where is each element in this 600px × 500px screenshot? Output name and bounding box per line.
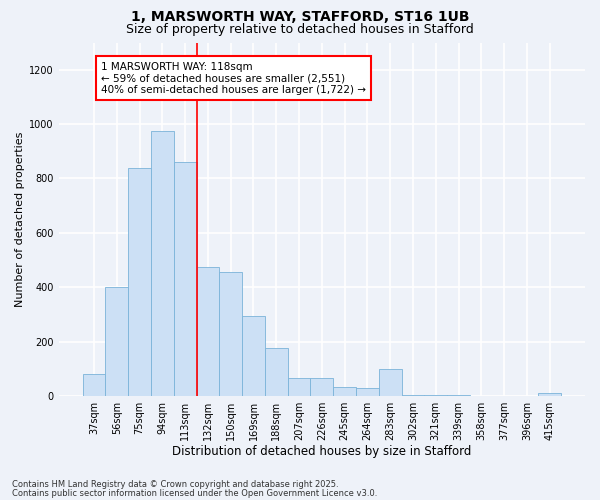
Bar	[197, 267, 219, 396]
Bar	[174, 162, 197, 396]
Y-axis label: Number of detached properties: Number of detached properties	[15, 132, 25, 307]
Bar	[538, 394, 561, 396]
Bar	[333, 386, 356, 396]
Text: 1 MARSWORTH WAY: 118sqm
← 59% of detached houses are smaller (2,551)
40% of semi: 1 MARSWORTH WAY: 118sqm ← 59% of detache…	[101, 62, 366, 94]
Text: Contains HM Land Registry data © Crown copyright and database right 2025.: Contains HM Land Registry data © Crown c…	[12, 480, 338, 489]
Bar	[310, 378, 333, 396]
Text: Contains public sector information licensed under the Open Government Licence v3: Contains public sector information licen…	[12, 488, 377, 498]
Text: Size of property relative to detached houses in Stafford: Size of property relative to detached ho…	[126, 22, 474, 36]
X-axis label: Distribution of detached houses by size in Stafford: Distribution of detached houses by size …	[172, 444, 472, 458]
Bar	[401, 394, 424, 396]
Bar	[83, 374, 106, 396]
Bar	[356, 388, 379, 396]
Bar	[379, 369, 401, 396]
Text: 1, MARSWORTH WAY, STAFFORD, ST16 1UB: 1, MARSWORTH WAY, STAFFORD, ST16 1UB	[131, 10, 469, 24]
Bar	[447, 394, 470, 396]
Bar	[424, 394, 447, 396]
Bar	[287, 378, 310, 396]
Bar	[106, 288, 128, 396]
Bar	[151, 131, 174, 396]
Bar	[242, 316, 265, 396]
Bar	[219, 272, 242, 396]
Bar	[265, 348, 287, 396]
Bar	[128, 168, 151, 396]
